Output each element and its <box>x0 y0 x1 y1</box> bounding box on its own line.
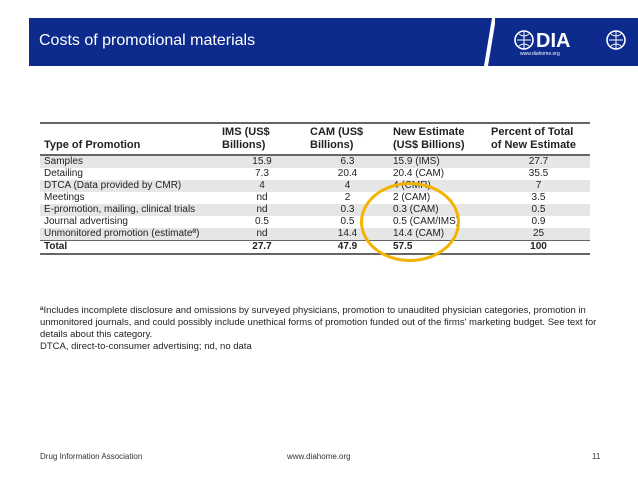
col-type: Type of Promotion <box>44 139 141 151</box>
cell: Journal advertising <box>40 216 218 228</box>
cell: nd <box>218 228 306 241</box>
total-row: Total 27.7 47.9 57.5 100 <box>40 240 590 255</box>
footer-org: Drug Information Association <box>40 452 143 461</box>
col-new-estimate: New Estimate (US$ Billions) <box>393 126 465 151</box>
highlight-circle <box>360 182 460 262</box>
cell: nd <box>218 192 306 204</box>
cell: 20.4 <box>306 168 389 180</box>
cell: 4 <box>306 180 389 192</box>
title-bar: Costs of promotional materials <box>29 18 495 66</box>
cell: 0.5 <box>218 216 306 228</box>
table-row: Meetings nd 2 2 (CAM) 3.5 <box>40 192 590 204</box>
page-number: 11 <box>592 452 601 461</box>
cell: 0.5 <box>487 204 590 216</box>
table-row: DTCA (Data provided by CMR) 4 4 4 (CMR) … <box>40 180 590 192</box>
table-row: Journal advertising 0.5 0.5 0.5 (CAM/IMS… <box>40 216 590 228</box>
col-ims: IMS (US$ Billions) <box>222 126 270 151</box>
cell: nd <box>218 204 306 216</box>
cell: 27.7 <box>487 155 590 168</box>
cell: Detailing <box>40 168 218 180</box>
cell: 35.5 <box>487 168 590 180</box>
cell: 15.9 <box>218 155 306 168</box>
cell: 4 <box>218 180 306 192</box>
cell: 100 <box>487 240 590 255</box>
cell: 0.9 <box>487 216 590 228</box>
logo-url: www.diahome.org <box>520 51 560 57</box>
col-percent: Percent of Total of New Estimate <box>491 126 576 151</box>
cell: 3.5 <box>487 192 590 204</box>
abbreviations-note: DTCA, direct-to-consumer advertising; nd… <box>40 341 252 352</box>
table-row: Samples 15.9 6.3 15.9 (IMS) 27.7 <box>40 155 590 168</box>
table-notes: ªIncludes incomplete disclosure and omis… <box>40 305 600 353</box>
table-row: Unmonitored promotion (estimateª) nd 14.… <box>40 228 590 241</box>
dia-logo: DIA <box>514 30 626 52</box>
cell: Meetings <box>40 192 218 204</box>
promotion-costs-table: Type of Promotion IMS (US$ Billions) CAM… <box>40 122 590 255</box>
table-row: E-promotion, mailing, clinical trials nd… <box>40 204 590 216</box>
cell: 15.9 (IMS) <box>389 155 487 168</box>
cell: Total <box>40 240 218 255</box>
cell: 7 <box>487 180 590 192</box>
col-cam: CAM (US$ Billions) <box>310 126 364 151</box>
table-header-row: Type of Promotion IMS (US$ Billions) CAM… <box>40 123 590 155</box>
footnote: ªIncludes incomplete disclosure and omis… <box>40 305 597 340</box>
cell: 27.7 <box>218 240 306 255</box>
slide-title: Costs of promotional materials <box>39 32 256 49</box>
cell: Samples <box>40 155 218 168</box>
logo-text: DIA <box>536 30 570 52</box>
cell: 7.3 <box>218 168 306 180</box>
slide-header: Costs of promotional materials DIA www.d… <box>0 0 638 72</box>
table-row: Detailing 7.3 20.4 20.4 (CAM) 35.5 <box>40 168 590 180</box>
cell: 6.3 <box>306 155 389 168</box>
footer-url: www.diahome.org <box>287 452 351 461</box>
logo-bar <box>495 18 638 66</box>
cell: 20.4 (CAM) <box>389 168 487 180</box>
cell: DTCA (Data provided by CMR) <box>40 180 218 192</box>
cell: Unmonitored promotion (estimateª) <box>40 228 218 241</box>
cell: 25 <box>487 228 590 241</box>
cell: E-promotion, mailing, clinical trials <box>40 204 218 216</box>
